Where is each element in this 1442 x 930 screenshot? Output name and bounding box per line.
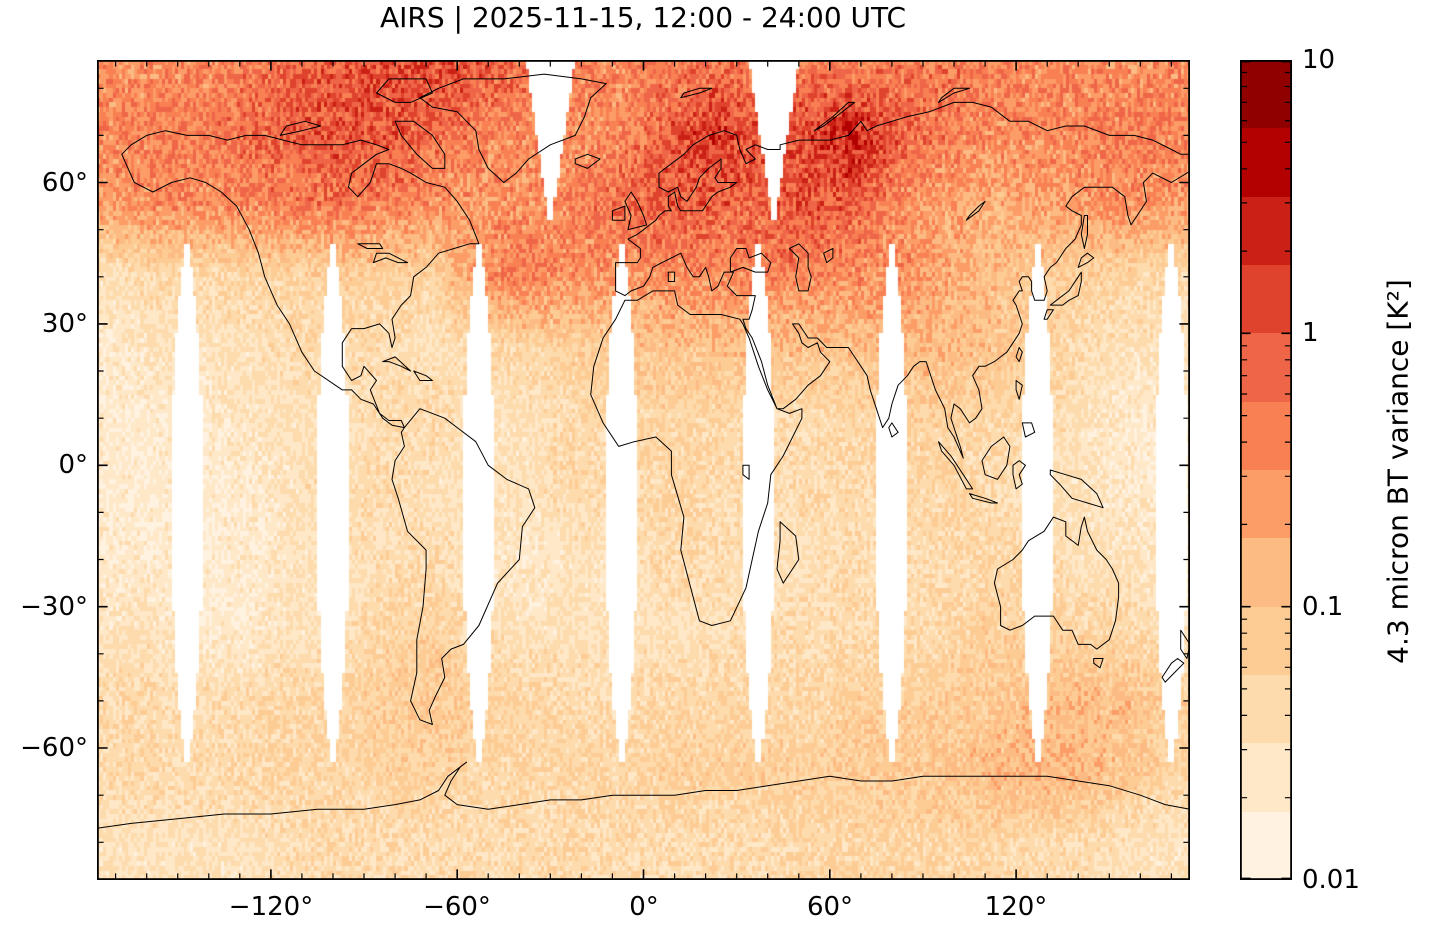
colorbar-band (1240, 128, 1292, 197)
colorbar-band (1240, 333, 1292, 402)
x-tick-label: 120° (984, 892, 1048, 922)
x-tick-label: −60° (423, 892, 491, 922)
coastlines-path (97, 73, 1190, 829)
colorbar-major-ticks (1241, 60, 1291, 880)
colorbar-bands (1240, 60, 1292, 880)
colorbar-band (1240, 538, 1292, 607)
chart-title: AIRS | 2025-11-15, 12:00 - 24:00 UTC (379, 1, 907, 34)
major-tick-marks (98, 61, 1189, 879)
colorbar-band (1240, 196, 1292, 265)
colorbar-tick-label: 0.01 (1302, 865, 1360, 895)
colorbar-band (1240, 811, 1292, 880)
minor-tick-marks (98, 61, 1189, 879)
colorbar-border (1240, 60, 1292, 880)
x-tick-label: −120° (228, 892, 314, 922)
colorbar-band (1240, 743, 1292, 812)
axes-ticks-svg (97, 60, 1190, 880)
colorbar-band (1240, 606, 1292, 675)
colorbar-band (1240, 401, 1292, 470)
x-tick-label: 60° (806, 892, 854, 922)
colorbar-tick-label: 10 (1302, 45, 1336, 75)
coastlines-svg (97, 73, 1190, 829)
y-tick-label: −60° (20, 733, 88, 763)
map-plot (97, 60, 1190, 880)
colorbar-band (1240, 264, 1292, 334)
colorbar-band (1240, 469, 1292, 539)
colorbar-band (1240, 674, 1292, 744)
y-tick-label: 30° (41, 309, 88, 339)
heatmap-canvas (97, 60, 1190, 880)
colorbar (1240, 60, 1292, 880)
colorbar-axis-label: 4.3 micron BT variance [K²] (1381, 279, 1415, 664)
y-tick-label: 0° (58, 450, 88, 480)
colorbar-ticks-svg (1240, 60, 1292, 880)
y-tick-label: −30° (20, 592, 88, 622)
colorbar-tick-label: 0.1 (1302, 592, 1344, 622)
colorbar-minor-ticks (1241, 71, 1291, 799)
colorbar-tick-label: 1 (1302, 318, 1319, 348)
y-tick-label: 60° (41, 168, 88, 198)
x-tick-label: 0° (629, 892, 659, 922)
plot-border (97, 60, 1190, 880)
colorbar-band (1240, 60, 1292, 129)
